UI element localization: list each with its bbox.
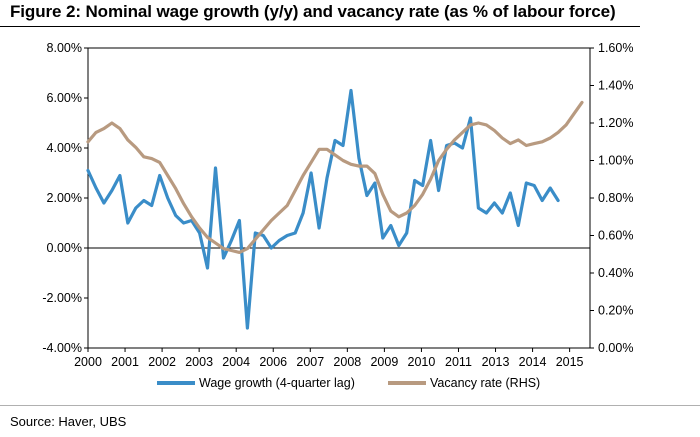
source-note: Source: Haver, UBS (10, 414, 127, 429)
x-axis-tick-label: 2004 (222, 355, 250, 369)
x-axis-tick-label: 2006 (259, 355, 287, 369)
left-axis-tick-label: 2.00% (47, 191, 82, 205)
series-line-vacancy-rate (86, 100, 584, 254)
x-axis-tick-label: 2000 (74, 355, 102, 369)
x-axis-tick-label: 2003 (185, 355, 213, 369)
plot-frame (87, 47, 591, 349)
legend-item-vacancy-rate-label: Vacancy rate (RHS) (430, 376, 540, 390)
series-line-wage-growth (86, 88, 560, 330)
right-axis-tick-label: 0.00% (598, 341, 633, 355)
right-axis-tick-label: 1.20% (598, 116, 633, 130)
title-divider (0, 26, 640, 27)
x-axis-tick-label: 2002 (148, 355, 176, 369)
left-axis-tick-label: -4.00% (42, 341, 82, 355)
right-axis-tick-label: 1.00% (598, 154, 633, 168)
x-axis-tick-label: 2013 (482, 355, 510, 369)
x-axis-tick-label: 2010 (408, 355, 436, 369)
chart-title: Figure 2: Nominal wage growth (y/y) and … (10, 2, 616, 21)
x-axis-tick-label: 2001 (111, 355, 139, 369)
left-axis-tick-label: 4.00% (47, 141, 82, 155)
left-axis-tick-label: 8.00% (47, 41, 82, 55)
left-axis-tick-label: 6.00% (47, 91, 82, 105)
right-axis-tick-label: 0.40% (598, 266, 633, 280)
x-axis-tick-label: 2008 (333, 355, 361, 369)
right-axis-tick-label: 0.80% (598, 191, 633, 205)
legend-item-wage-growth-label: Wage growth (4-quarter lag) (199, 376, 355, 390)
right-axis-tick-label: 0.60% (598, 229, 633, 243)
right-axis-tick-label: 1.60% (598, 41, 633, 55)
right-axis-tick-label: 0.20% (598, 304, 633, 318)
source-divider (0, 405, 700, 406)
x-axis-tick-label: 2007 (296, 355, 324, 369)
x-axis-tick-label: 2014 (519, 355, 547, 369)
left-axis-tick-label: 0.00% (47, 241, 82, 255)
x-axis-tick-label: 2015 (556, 355, 584, 369)
right-axis-tick-label: 1.40% (598, 79, 633, 93)
left-axis-tick-label: -2.00% (42, 291, 82, 305)
x-axis-tick-label: 2011 (445, 355, 472, 369)
x-axis-tick-label: 2009 (370, 355, 398, 369)
